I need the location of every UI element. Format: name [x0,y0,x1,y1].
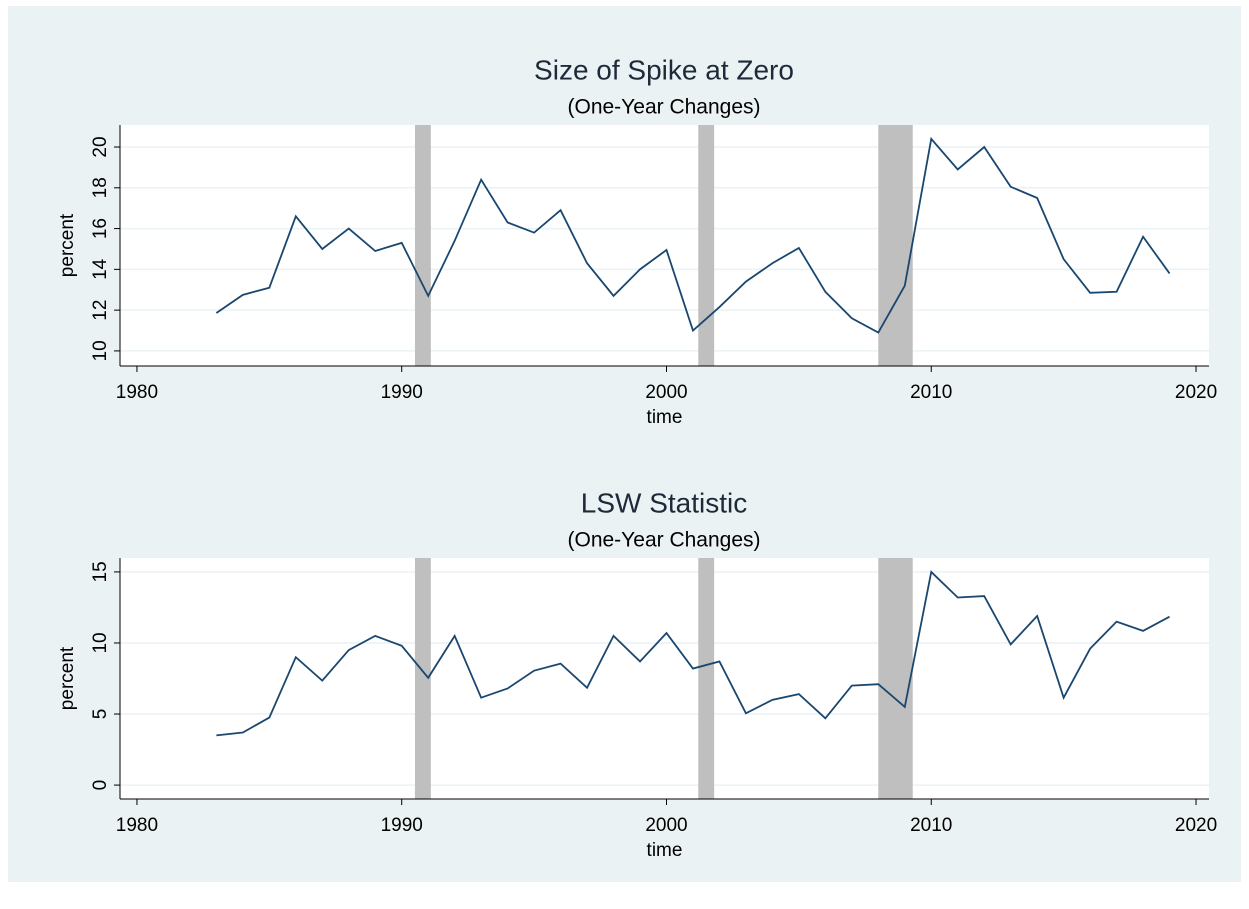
recession-band [878,558,913,799]
x-tick-label: 1980 [116,815,158,836]
recession-band [414,558,431,799]
x-tick-label: 2000 [645,382,687,403]
x-tick-label: 2020 [1175,382,1217,403]
x-tick-label: 1980 [116,382,158,403]
x-axis-label: time [647,840,683,861]
recession-band [414,125,431,366]
y-tick-label: 10 [90,632,111,653]
chart-subtitle: (One-Year Changes) [568,529,761,552]
y-tick-label: 12 [90,300,111,321]
y-tick-label: 5 [90,709,111,720]
recession-band [698,558,715,799]
x-axis-label: time [647,407,683,428]
x-tick-label: 2010 [910,382,952,403]
y-tick-label: 16 [90,218,111,239]
y-axis-label: percent [57,213,78,277]
data-line [215,136,1171,334]
chart-title: LSW Statistic [581,487,747,518]
x-tick-label: 1990 [381,815,423,836]
y-tick-label: 20 [90,136,111,157]
recession-band [878,125,913,366]
y-tick-label: 10 [90,340,111,361]
x-tick-label: 1990 [381,382,423,403]
y-tick-label: 15 [90,561,111,582]
data-line [216,570,1170,737]
x-tick-label: 2010 [910,815,952,836]
chart-title: Size of Spike at Zero [534,54,794,85]
x-tick-label: 2020 [1175,815,1217,836]
x-tick-label: 2000 [645,815,687,836]
y-tick-label: 0 [90,780,111,791]
chart-subtitle: (One-Year Changes) [568,96,761,119]
recession-band [698,125,715,366]
y-tick-label: 14 [90,258,111,280]
y-axis-label: percent [57,646,78,710]
y-tick-label: 18 [90,177,111,198]
plot-area [120,558,1209,799]
plot-area [120,125,1209,366]
